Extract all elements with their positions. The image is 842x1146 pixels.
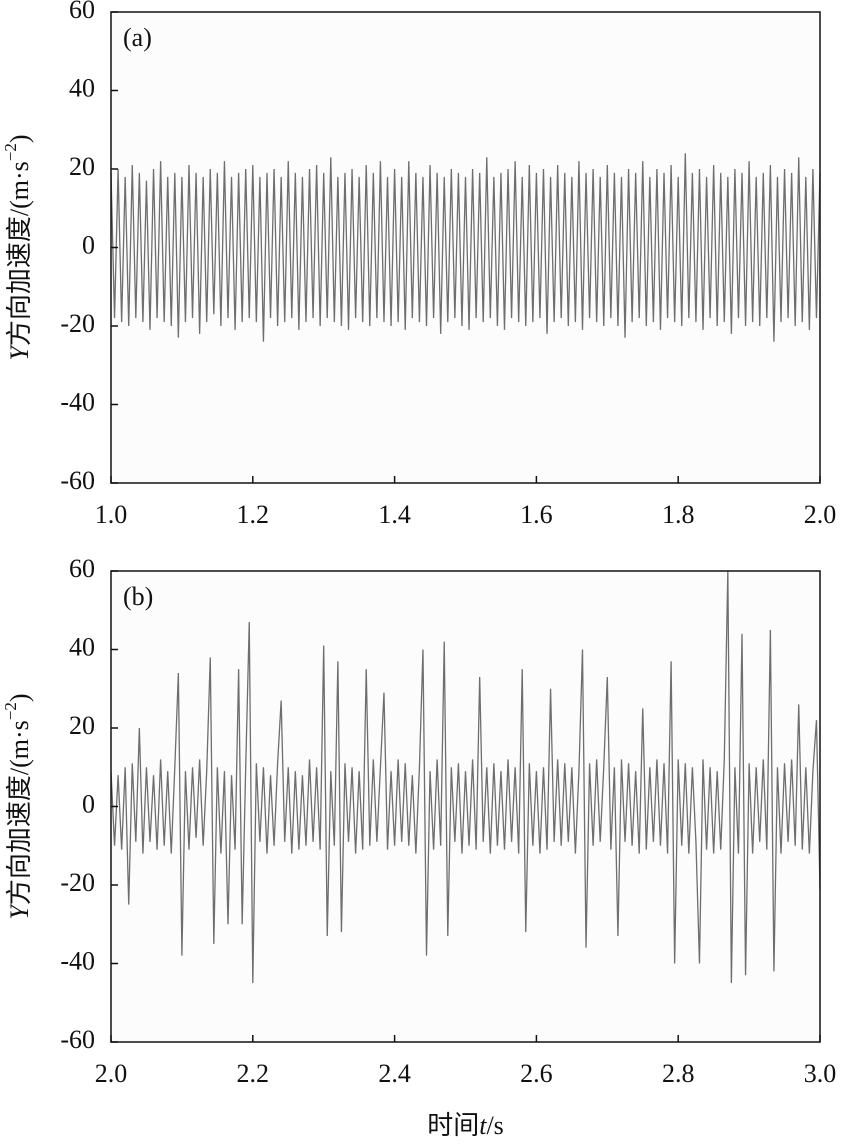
- x-label-symbol: t: [479, 1111, 487, 1140]
- x-tick-label: 1.0: [95, 500, 128, 529]
- y-label-text: 方向加速度/(m·s: [5, 720, 34, 905]
- y-tick-label: 60: [69, 0, 95, 24]
- signal-line: [110, 570, 821, 984]
- x-tick-label: 2.2: [237, 1059, 270, 1088]
- x-tick-label: 2.0: [804, 500, 837, 529]
- signal-line: [110, 153, 821, 342]
- y-label-close: ): [5, 134, 34, 143]
- y-axis-label: Y方向加速度/(m·s−2): [1, 134, 34, 360]
- y-label-exponent: −2: [1, 143, 20, 161]
- y-tick-label: 40: [69, 632, 95, 661]
- x-label-unit: /s: [486, 1111, 503, 1140]
- x-tick-label: 2.0: [95, 1059, 128, 1088]
- y-label-symbol: Y: [5, 344, 34, 361]
- x-tick-label: 3.0: [804, 1059, 837, 1088]
- panel-label: (b): [123, 582, 153, 611]
- plot-background: [111, 12, 820, 483]
- y-tick-label: -40: [60, 946, 95, 975]
- x-label-text: 时间: [427, 1111, 479, 1140]
- y-tick-label: 0: [82, 789, 95, 818]
- x-tick-label: 1.6: [520, 500, 553, 529]
- y-tick-label: -40: [60, 387, 95, 416]
- plot-background: [111, 571, 820, 1042]
- y-label-symbol: Y: [5, 903, 34, 920]
- x-axis-label: 时间t/s: [427, 1111, 504, 1140]
- panel-label: (a): [123, 23, 152, 52]
- y-tick-label: -20: [60, 309, 95, 338]
- y-tick-label: 20: [69, 152, 95, 181]
- x-tick-label: 2.6: [520, 1059, 553, 1088]
- y-tick-label: -60: [60, 466, 95, 495]
- y-tick-label: -20: [60, 868, 95, 897]
- y-label-text: 方向加速度/(m·s: [5, 161, 34, 346]
- y-axis-label: Y方向加速度/(m·s−2): [1, 693, 34, 919]
- x-tick-label: 1.2: [237, 500, 270, 529]
- y-label-exponent: −2: [1, 702, 20, 720]
- y-tick-label: 60: [69, 554, 95, 583]
- y-tick-label: -60: [60, 1025, 95, 1054]
- y-tick-label: 20: [69, 711, 95, 740]
- x-tick-label: 2.4: [378, 1059, 411, 1088]
- x-tick-label: 2.8: [662, 1059, 695, 1088]
- y-label-close: ): [5, 693, 34, 702]
- x-tick-label: 1.8: [662, 500, 695, 529]
- y-tick-label: 0: [82, 230, 95, 259]
- y-tick-label: 40: [69, 73, 95, 102]
- x-tick-label: 1.4: [378, 500, 411, 529]
